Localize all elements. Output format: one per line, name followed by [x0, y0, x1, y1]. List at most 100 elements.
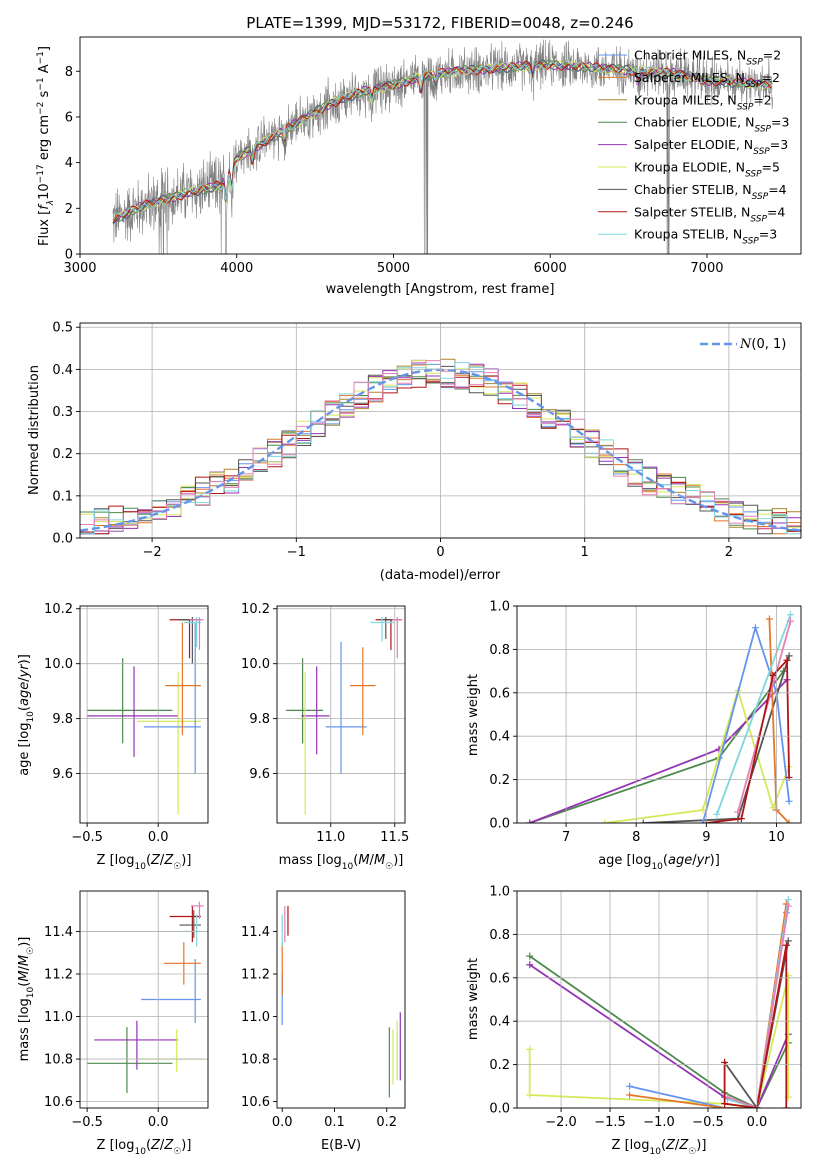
y-axis-label: mass weight: [466, 674, 481, 756]
weight-marker: [765, 615, 773, 623]
x-tick-label: 4000: [220, 261, 253, 276]
weight-marker: [786, 611, 794, 619]
y-tick-label: 8: [65, 65, 73, 80]
axes-frame: [79, 890, 209, 1109]
x-tick-label: 0.0: [272, 1115, 293, 1130]
weight-line: [723, 945, 788, 1108]
x-axis-label: (data-model)/error: [380, 568, 501, 583]
y-tick-label: 0.3: [52, 405, 73, 420]
errorbar-point: [183, 616, 201, 648]
axes-frame: [276, 605, 406, 824]
weight-marker: [713, 810, 721, 818]
errorbar-point: [163, 942, 201, 985]
x-tick-label: 0.0: [148, 1115, 169, 1130]
errorbar-point: [190, 901, 204, 919]
x-tick-label: 11.0: [316, 830, 345, 845]
x-tick-label: 3000: [63, 261, 96, 276]
y-tick-label: 10.0: [241, 657, 270, 672]
chart-title: PLATE=1399, MJD=53172, FIBERID=0048, z=0…: [246, 14, 633, 32]
x-tick-label: −1.0: [643, 1115, 675, 1130]
y-tick-label: 10.0: [44, 657, 73, 672]
x-tick-label: −0.5: [71, 1115, 103, 1130]
y-tick-label: 0.6: [489, 686, 510, 701]
x-tick-label: 7000: [690, 261, 723, 276]
x-tick-label: −0.5: [71, 830, 103, 845]
y-tick-label: 10.8: [241, 1053, 270, 1068]
weight-marker: [526, 1091, 534, 1099]
y-tick-label: 0.4: [489, 1015, 510, 1030]
weight-line: [604, 687, 790, 823]
weight-series: [639, 652, 793, 823]
weight-marker: [785, 819, 793, 823]
y-tick-label: 0.2: [489, 773, 510, 788]
x-tick-label: −2.0: [545, 1115, 577, 1130]
weight-series: [702, 656, 793, 823]
plot-area: [112, 39, 773, 254]
weight-marker: [784, 896, 792, 904]
y-tick-label: 11.4: [241, 925, 270, 940]
weight-line: [701, 624, 790, 823]
weight-marker: [526, 819, 534, 823]
y-tick-label: 9.8: [52, 712, 73, 727]
x-tick-label: 10: [768, 830, 785, 845]
y-axis-label: mass [log10(M/M☉)]: [17, 937, 36, 1062]
plot-area: [87, 616, 204, 815]
axes-age_vs_Z: −0.5 0.0 9.6 9.8 10.0 10.2: [44, 602, 209, 845]
x-axis-label: Z [log10(Z/Z☉)]: [97, 853, 192, 872]
y-axis-label: age [log10(age/yr)]: [17, 654, 36, 776]
y-tick-label: 4: [65, 156, 73, 171]
axes-mass_vs_EBV: 0.0 0.1 0.2 10.6 10.8 11.0 11.2 11.4: [241, 890, 406, 1130]
y-tick-label: 0.4: [489, 730, 510, 745]
y-axis-label: mass weight: [466, 958, 481, 1040]
x-tick-label: 8: [632, 830, 640, 845]
errorbar-point: [169, 905, 201, 943]
x-tick-label: 0.0: [148, 830, 169, 845]
errorbar-point: [87, 1027, 173, 1094]
x-axis-label: Z [log10(Z/Z☉)]: [97, 1138, 192, 1157]
y-tick-label: 0.6: [489, 971, 510, 986]
weight-marker: [769, 804, 777, 812]
weight-marker: [786, 617, 794, 625]
weight-line: [643, 655, 790, 823]
axes-frame: [516, 605, 802, 824]
weight-marker: [734, 808, 742, 816]
plot-area: [87, 901, 204, 1094]
weight-line: [716, 614, 792, 815]
y-axis-label: Flux [fλ10−17 erg cm−2 s−1 A−1]: [36, 46, 56, 246]
errorbar-point: [349, 647, 376, 736]
y-tick-label: 0.5: [52, 321, 73, 336]
plot-area: [526, 896, 792, 1108]
y-tick-label: 0: [65, 248, 73, 263]
errorbar-point: [301, 666, 330, 755]
y-axis-label: Normed distribution: [27, 365, 42, 495]
y-tick-label: 0.1: [52, 489, 73, 504]
legend-label: Salpeter STELIB, NSSP=4: [634, 204, 785, 224]
errorbar-point: [141, 959, 201, 1023]
x-tick-label: 0: [436, 545, 444, 560]
y-tick-label: 10.2: [241, 602, 270, 617]
weight-marker: [526, 961, 534, 969]
weight-marker: [601, 819, 609, 823]
x-tick-label: 7: [562, 830, 570, 845]
x-tick-label: 9: [702, 830, 710, 845]
errorbar-point: [182, 914, 201, 947]
errorbar-point: [144, 622, 201, 774]
errorbar-point: [165, 622, 201, 736]
weight-line: [529, 679, 788, 823]
x-tick-label: 2: [725, 545, 733, 560]
weight-marker: [526, 1045, 534, 1053]
y-tick-label: 10.6: [241, 1095, 270, 1110]
weight-marker: [639, 819, 647, 823]
axes-age_vs_mass: 11.0 11.5 9.6 9.8 10.0 10.2: [241, 602, 409, 845]
legend-label: Chabrier STELIB, NSSP=4: [634, 182, 787, 202]
y-tick-label: 11.0: [44, 1010, 73, 1025]
x-axis-label: age [log10(age/yr)]: [598, 853, 720, 872]
weight-series: [721, 937, 792, 1108]
y-tick-label: 10.8: [44, 1053, 73, 1068]
axes-weight_vs_Z: −2.0 −1.5 −1.0 −0.5 0.0 0.0 0.2 0.4 0.6 0.8 1.0: [489, 885, 802, 1130]
y-tick-label: 11.4: [44, 925, 73, 940]
weight-marker: [785, 797, 793, 805]
weight-series: [601, 687, 793, 823]
weight-line: [727, 899, 790, 1108]
